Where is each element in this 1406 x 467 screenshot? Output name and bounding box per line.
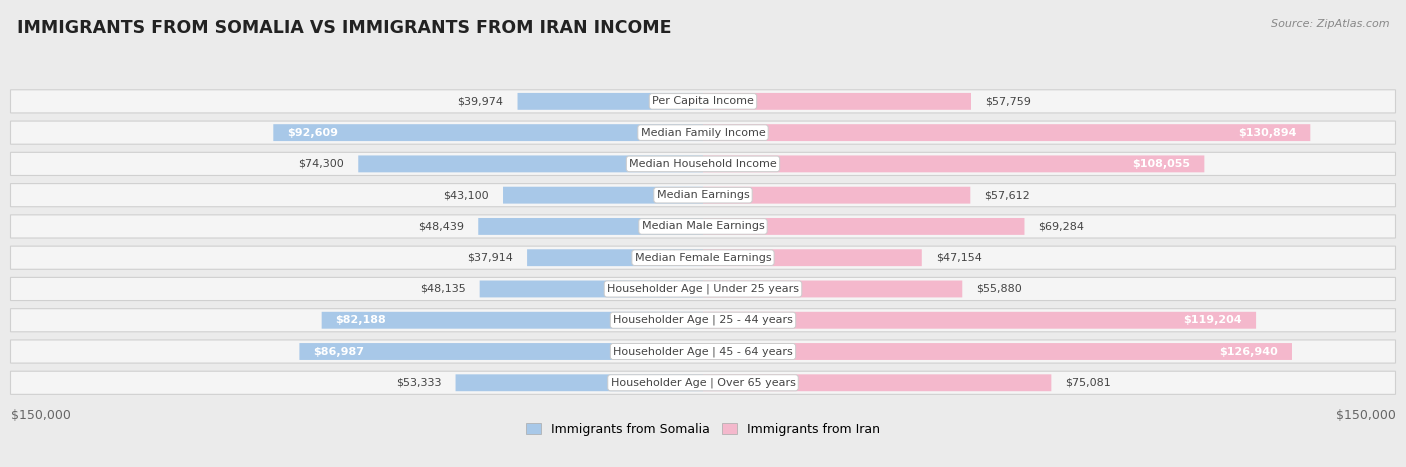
Text: $150,000: $150,000 <box>10 409 70 422</box>
Text: $53,333: $53,333 <box>396 378 441 388</box>
FancyBboxPatch shape <box>517 93 703 110</box>
Text: $126,940: $126,940 <box>1219 347 1278 356</box>
FancyBboxPatch shape <box>456 375 703 391</box>
FancyBboxPatch shape <box>10 340 1396 363</box>
Text: IMMIGRANTS FROM SOMALIA VS IMMIGRANTS FROM IRAN INCOME: IMMIGRANTS FROM SOMALIA VS IMMIGRANTS FR… <box>17 19 672 37</box>
Text: Median Female Earnings: Median Female Earnings <box>634 253 772 263</box>
Text: Per Capita Income: Per Capita Income <box>652 96 754 106</box>
FancyBboxPatch shape <box>10 309 1396 332</box>
FancyBboxPatch shape <box>703 156 1205 172</box>
Text: Householder Age | 25 - 44 years: Householder Age | 25 - 44 years <box>613 315 793 325</box>
FancyBboxPatch shape <box>359 156 703 172</box>
Text: Median Male Earnings: Median Male Earnings <box>641 221 765 232</box>
FancyBboxPatch shape <box>703 93 972 110</box>
FancyBboxPatch shape <box>10 371 1396 394</box>
FancyBboxPatch shape <box>10 277 1396 301</box>
Text: $37,914: $37,914 <box>467 253 513 263</box>
FancyBboxPatch shape <box>10 90 1396 113</box>
FancyBboxPatch shape <box>273 124 703 141</box>
FancyBboxPatch shape <box>703 312 1256 329</box>
Text: $82,188: $82,188 <box>336 315 387 325</box>
Text: $92,609: $92,609 <box>287 127 339 138</box>
Text: Source: ZipAtlas.com: Source: ZipAtlas.com <box>1271 19 1389 28</box>
FancyBboxPatch shape <box>703 124 1310 141</box>
FancyBboxPatch shape <box>478 218 703 235</box>
FancyBboxPatch shape <box>10 215 1396 238</box>
FancyBboxPatch shape <box>299 343 703 360</box>
FancyBboxPatch shape <box>322 312 703 329</box>
FancyBboxPatch shape <box>10 184 1396 207</box>
Text: Householder Age | Over 65 years: Householder Age | Over 65 years <box>610 377 796 388</box>
FancyBboxPatch shape <box>10 121 1396 144</box>
Text: $48,135: $48,135 <box>420 284 465 294</box>
Text: $55,880: $55,880 <box>976 284 1022 294</box>
Text: $48,439: $48,439 <box>419 221 464 232</box>
FancyBboxPatch shape <box>527 249 703 266</box>
FancyBboxPatch shape <box>703 281 962 297</box>
FancyBboxPatch shape <box>10 246 1396 269</box>
FancyBboxPatch shape <box>703 343 1292 360</box>
Text: $150,000: $150,000 <box>1336 409 1396 422</box>
Legend: Immigrants from Somalia, Immigrants from Iran: Immigrants from Somalia, Immigrants from… <box>526 423 880 436</box>
Text: $39,974: $39,974 <box>457 96 503 106</box>
Text: $86,987: $86,987 <box>314 347 364 356</box>
FancyBboxPatch shape <box>703 187 970 204</box>
Text: $108,055: $108,055 <box>1132 159 1191 169</box>
Text: $130,894: $130,894 <box>1237 127 1296 138</box>
Text: $57,612: $57,612 <box>984 190 1031 200</box>
Text: $69,284: $69,284 <box>1039 221 1084 232</box>
Text: $119,204: $119,204 <box>1184 315 1241 325</box>
Text: $57,759: $57,759 <box>986 96 1031 106</box>
Text: $74,300: $74,300 <box>298 159 344 169</box>
Text: Median Earnings: Median Earnings <box>657 190 749 200</box>
Text: Median Family Income: Median Family Income <box>641 127 765 138</box>
Text: Householder Age | 45 - 64 years: Householder Age | 45 - 64 years <box>613 346 793 357</box>
Text: $47,154: $47,154 <box>936 253 981 263</box>
Text: Householder Age | Under 25 years: Householder Age | Under 25 years <box>607 284 799 294</box>
Text: $75,081: $75,081 <box>1066 378 1111 388</box>
FancyBboxPatch shape <box>703 375 1052 391</box>
Text: Median Household Income: Median Household Income <box>628 159 778 169</box>
FancyBboxPatch shape <box>703 249 922 266</box>
FancyBboxPatch shape <box>503 187 703 204</box>
FancyBboxPatch shape <box>703 218 1025 235</box>
Text: $43,100: $43,100 <box>443 190 489 200</box>
FancyBboxPatch shape <box>10 152 1396 176</box>
FancyBboxPatch shape <box>479 281 703 297</box>
